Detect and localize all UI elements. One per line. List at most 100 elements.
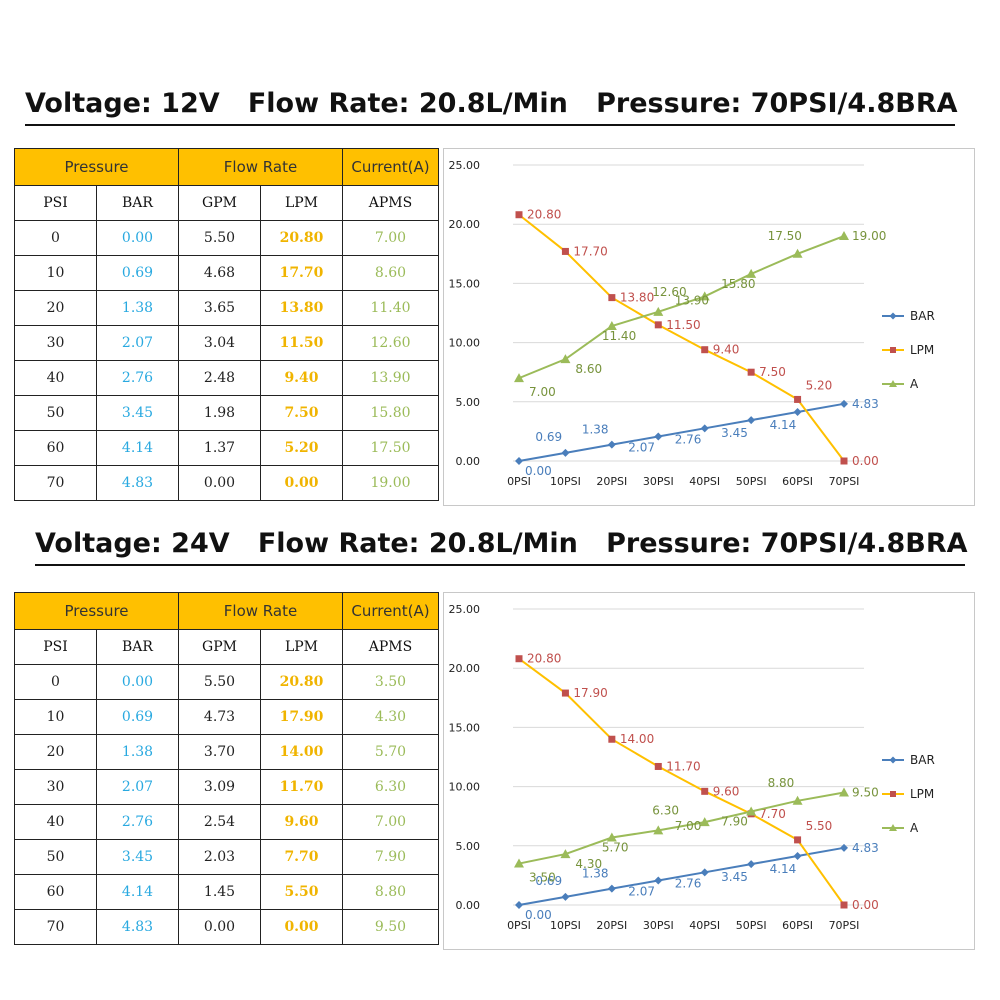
point-a [746,806,757,816]
point-a [839,231,849,241]
x-tick-label: 10PSI [550,919,581,932]
cell-psi: 70 [14,909,97,945]
cell-apms: 7.00 [342,220,439,256]
group-header-pressure: Pressure [14,592,179,630]
data-label-a: 13.90 [675,293,709,307]
data-label-bar: 3.45 [721,870,748,884]
cell-lpm: 9.60 [260,804,343,840]
cell-bar: 4.83 [96,909,179,945]
table-row: 70 4.83 0.00 0.00 19.00 [14,465,439,501]
point-a [653,306,664,316]
group-header-current: Current(A) [342,148,439,186]
data-label-lpm: 11.50 [666,318,700,332]
data-label-a: 8.60 [575,362,602,376]
col-header-lpm: LPM [260,629,343,665]
point-a [514,858,524,868]
cell-psi: 10 [14,255,97,291]
cell-apms: 6.30 [342,769,439,805]
point-lpm [561,689,569,697]
cell-bar: 2.07 [96,325,179,361]
point-lpm [608,735,616,743]
x-tick-label: 0PSI [507,919,531,932]
cell-lpm: 11.50 [260,325,343,361]
point-bar [654,876,663,885]
y-tick-label: 0.00 [456,455,481,468]
point-a [560,849,571,859]
table-row: 30 2.07 3.09 11.70 6.30 [14,769,439,805]
y-tick-label: 25.00 [449,603,481,616]
point-bar [793,407,802,416]
cell-apms: 12.60 [342,325,439,361]
table-row: 60 4.14 1.45 5.50 8.80 [14,874,439,910]
table-row: 40 2.76 2.54 9.60 7.00 [14,804,439,840]
data-label-a: 5.70 [602,841,629,855]
data-label-lpm: 5.20 [806,378,833,392]
series-line-bar [518,402,845,462]
legend-marker-bar [889,312,897,320]
cell-bar: 0.00 [96,220,179,256]
point-a [792,248,803,258]
cell-apms: 5.70 [342,734,439,770]
col-header-lpm: LPM [260,185,343,221]
data-label-lpm: 14.00 [620,732,654,746]
x-tick-label: 10PSI [550,475,581,488]
data-label-lpm: 13.80 [620,291,654,305]
cell-lpm: 9.40 [260,360,343,396]
x-tick-label: 50PSI [736,475,767,488]
data-label-lpm: 0.00 [852,454,879,468]
series-line-bar [518,846,845,906]
heading-underline [25,124,955,126]
data-label-lpm: 5.50 [806,819,833,833]
point-a [606,832,617,842]
chart-12v: 0.00 5.00 10.00 15.00 20.00 25.00 0PSI 10PSI 20P… [443,148,975,506]
group-header-flow-rate: Flow Rate [178,148,343,186]
legend-label-a: A [910,377,919,391]
point-bar [607,440,616,449]
chart-svg-24v: 0.00 5.00 10.00 15.00 20.00 25.00 0PSI 10PSI 20P… [449,603,935,932]
group-header-row: Pressure Flow Rate Current(A) [14,148,439,186]
point-bar [840,399,848,408]
x-tick-label: 40PSI [689,919,720,932]
point-a [699,817,710,827]
x-tick-label: 70PSI [829,919,860,932]
legend-label-lpm: LPM [910,343,934,357]
cell-apms: 13.90 [342,360,439,396]
point-bar [515,457,523,465]
cell-apms: 19.00 [342,465,439,501]
cell-gpm: 4.73 [178,699,261,735]
data-label-bar: 3.45 [721,426,748,440]
point-bar [840,843,848,852]
data-label-a: 7.00 [675,819,702,833]
col-header-bar: BAR [96,629,179,665]
y-tick-label: 20.00 [449,218,481,231]
point-lpm [654,762,662,770]
cell-gpm: 3.04 [178,325,261,361]
data-label-a: 7.90 [721,814,748,828]
data-label-a: 19.00 [852,229,886,243]
series-line-lpm [518,657,845,906]
cell-gpm: 3.65 [178,290,261,326]
cell-apms: 7.00 [342,804,439,840]
point-lpm [840,901,848,909]
heading-24v: Voltage: 24V Flow Rate: 20.8L/Min Pressu… [35,528,968,559]
point-a [792,795,803,805]
cell-gpm: 1.37 [178,430,261,466]
data-label-lpm: 9.60 [713,784,740,798]
series-line-a [518,791,845,865]
cell-apms: 8.60 [342,255,439,291]
cell-lpm: 11.70 [260,769,343,805]
data-label-lpm: 20.80 [527,652,561,666]
cell-bar: 2.76 [96,804,179,840]
cell-psi: 50 [14,839,97,875]
point-a [560,354,571,364]
point-lpm [794,395,802,403]
cell-psi: 10 [14,699,97,735]
cell-gpm: 5.50 [178,664,261,700]
x-tick-label: 70PSI [829,475,860,488]
point-lpm [701,346,709,354]
cell-gpm: 2.03 [178,839,261,875]
point-bar [561,892,570,901]
cell-lpm: 20.80 [260,220,343,256]
data-label-a: 15.80 [721,277,755,291]
cell-apms: 3.50 [342,664,439,700]
